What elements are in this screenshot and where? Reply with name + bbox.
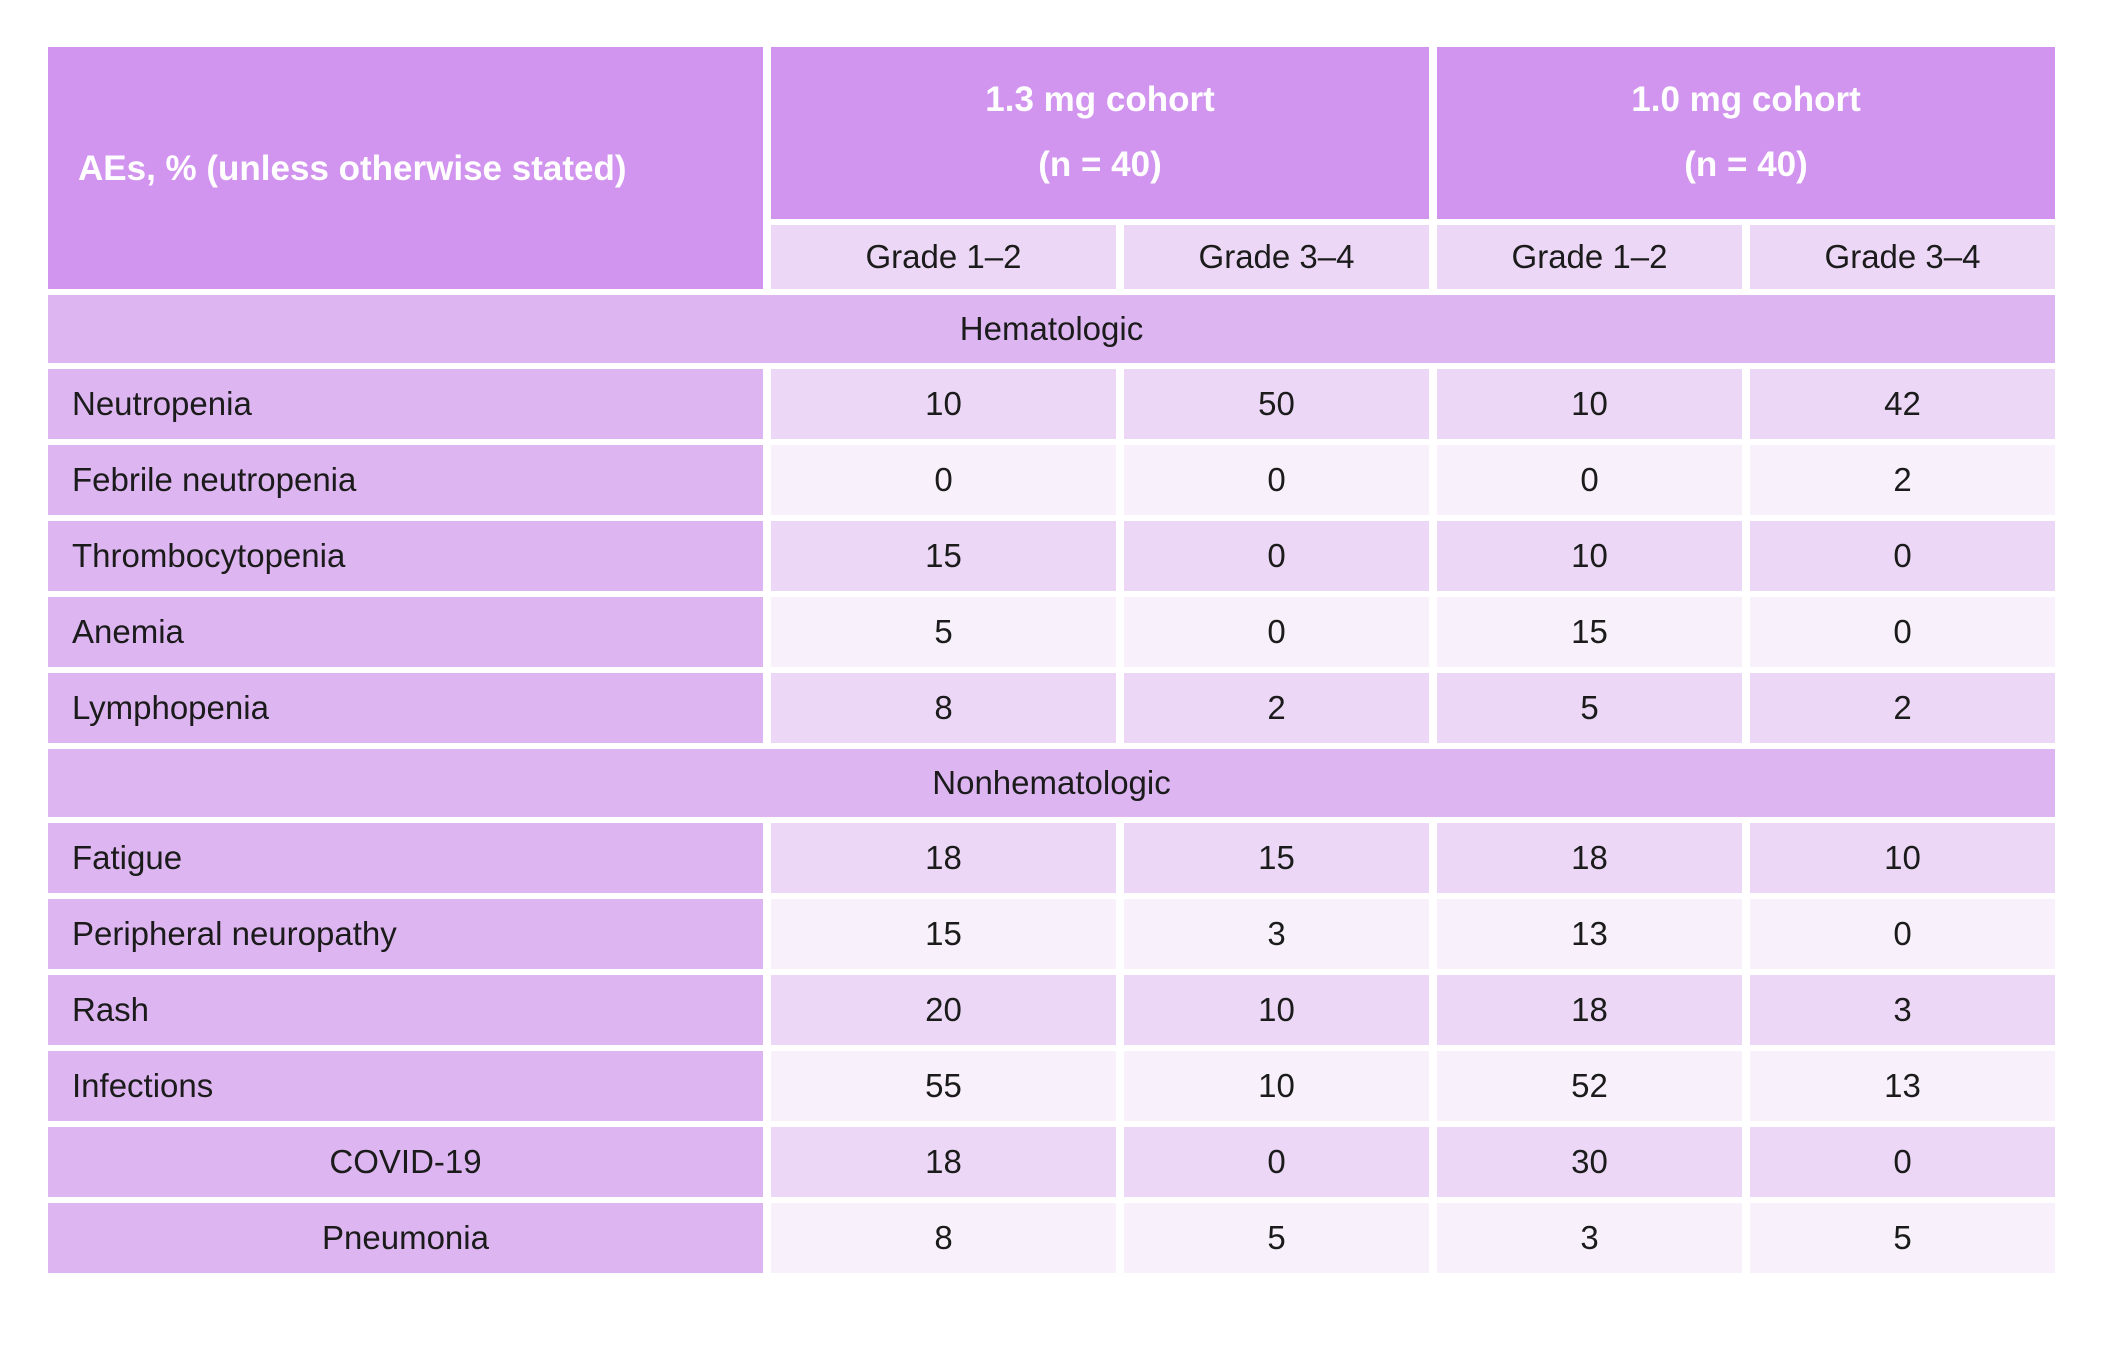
value-cell: 8 bbox=[771, 673, 1116, 743]
value-cell: 0 bbox=[1124, 597, 1430, 667]
cohort-1-3mg-title: 1.3 mg cohort bbox=[985, 80, 1215, 120]
row-label: COVID-19 bbox=[48, 1127, 763, 1197]
table-row: Lymphopenia 8 2 5 2 bbox=[48, 673, 2056, 743]
table-row: Pneumonia 8 5 3 5 bbox=[48, 1203, 2056, 1273]
value-cell: 0 bbox=[1750, 597, 2056, 667]
value-cell: 42 bbox=[1750, 369, 2056, 439]
value-cell: 30 bbox=[1437, 1127, 1743, 1197]
value-cell: 2 bbox=[1750, 673, 2056, 743]
value-cell: 55 bbox=[771, 1051, 1116, 1121]
grade-header-3: Grade 1–2 bbox=[1437, 225, 1743, 289]
value-cell: 15 bbox=[771, 521, 1116, 591]
page: AEs, % (unless otherwise stated) 1.3 mg … bbox=[40, 41, 2063, 1279]
value-cell: 15 bbox=[1437, 597, 1743, 667]
corner-header: AEs, % (unless otherwise stated) bbox=[48, 47, 763, 289]
value-cell: 10 bbox=[771, 369, 1116, 439]
row-label: Fatigue bbox=[48, 823, 763, 893]
row-label: Rash bbox=[48, 975, 763, 1045]
table-row: Peripheral neuropathy 15 3 13 0 bbox=[48, 899, 2056, 969]
value-cell: 15 bbox=[771, 899, 1116, 969]
table-row: Infections 55 10 52 13 bbox=[48, 1051, 2056, 1121]
value-cell: 0 bbox=[771, 445, 1116, 515]
cohort-1-0mg-title: 1.0 mg cohort bbox=[1631, 80, 1861, 120]
section-row: Hematologic bbox=[48, 295, 2056, 363]
value-cell: 5 bbox=[771, 597, 1116, 667]
value-cell: 0 bbox=[1437, 445, 1743, 515]
value-cell: 52 bbox=[1437, 1051, 1743, 1121]
value-cell: 3 bbox=[1750, 975, 2056, 1045]
value-cell: 10 bbox=[1437, 521, 1743, 591]
row-label: Pneumonia bbox=[48, 1203, 763, 1273]
section-title: Hematologic bbox=[48, 295, 2056, 363]
row-label: Neutropenia bbox=[48, 369, 763, 439]
grade-header-row: Grade 1–2 Grade 3–4 Grade 1–2 Grade 3–4 bbox=[48, 225, 2056, 289]
table-row: Fatigue 18 15 18 10 bbox=[48, 823, 2056, 893]
value-cell: 5 bbox=[1124, 1203, 1430, 1273]
value-cell: 18 bbox=[771, 823, 1116, 893]
row-label: Anemia bbox=[48, 597, 763, 667]
value-cell: 0 bbox=[1750, 521, 2056, 591]
value-cell: 0 bbox=[1124, 1127, 1430, 1197]
grade-header-2: Grade 3–4 bbox=[1124, 225, 1430, 289]
row-label: Peripheral neuropathy bbox=[48, 899, 763, 969]
value-cell: 13 bbox=[1750, 1051, 2056, 1121]
value-cell: 8 bbox=[771, 1203, 1116, 1273]
table-row: Thrombocytopenia 15 0 10 0 bbox=[48, 521, 2056, 591]
grade-header-1: Grade 1–2 bbox=[771, 225, 1116, 289]
table-row: Anemia 5 0 15 0 bbox=[48, 597, 2056, 667]
value-cell: 10 bbox=[1437, 369, 1743, 439]
table-body: Hematologic Neutropenia 10 50 10 42 Febrile ne… bbox=[48, 295, 2056, 1273]
value-cell: 10 bbox=[1124, 1051, 1430, 1121]
cohort-1-3mg-n: (n = 40) bbox=[1038, 145, 1162, 184]
value-cell: 0 bbox=[1124, 445, 1430, 515]
row-label: Thrombocytopenia bbox=[48, 521, 763, 591]
value-cell: 5 bbox=[1437, 673, 1743, 743]
value-cell: 13 bbox=[1437, 899, 1743, 969]
row-label: Febrile neutropenia bbox=[48, 445, 763, 515]
grade-header-4: Grade 3–4 bbox=[1750, 225, 2056, 289]
value-cell: 10 bbox=[1124, 975, 1430, 1045]
value-cell: 0 bbox=[1750, 1127, 2056, 1197]
table-head: AEs, % (unless otherwise stated) 1.3 mg … bbox=[48, 47, 2056, 289]
table-row: COVID-19 18 0 30 0 bbox=[48, 1127, 2056, 1197]
cohort-header-1-3mg: 1.3 mg cohort (n = 40) bbox=[771, 47, 1430, 219]
value-cell: 18 bbox=[1437, 823, 1743, 893]
value-cell: 18 bbox=[1437, 975, 1743, 1045]
value-cell: 50 bbox=[1124, 369, 1430, 439]
table-row: Rash 20 10 18 3 bbox=[48, 975, 2056, 1045]
section-row: Nonhematologic bbox=[48, 749, 2056, 817]
value-cell: 0 bbox=[1750, 899, 2056, 969]
value-cell: 18 bbox=[771, 1127, 1116, 1197]
adverse-events-table: AEs, % (unless otherwise stated) 1.3 mg … bbox=[40, 41, 2063, 1279]
value-cell: 0 bbox=[1124, 521, 1430, 591]
value-cell: 3 bbox=[1124, 899, 1430, 969]
section-title: Nonhematologic bbox=[48, 749, 2056, 817]
table-row: Neutropenia 10 50 10 42 bbox=[48, 369, 2056, 439]
cohort-1-0mg-n: (n = 40) bbox=[1684, 145, 1808, 184]
value-cell: 2 bbox=[1124, 673, 1430, 743]
value-cell: 2 bbox=[1750, 445, 2056, 515]
value-cell: 15 bbox=[1124, 823, 1430, 893]
value-cell: 5 bbox=[1750, 1203, 2056, 1273]
cohort-header-1-0mg: 1.0 mg cohort (n = 40) bbox=[1437, 47, 2056, 219]
cohort-header-row: AEs, % (unless otherwise stated) 1.3 mg … bbox=[48, 47, 2056, 289]
value-cell: 20 bbox=[771, 975, 1116, 1045]
row-label: Lymphopenia bbox=[48, 673, 763, 743]
value-cell: 10 bbox=[1750, 823, 2056, 893]
table-row: Febrile neutropenia 0 0 0 2 bbox=[48, 445, 2056, 515]
row-label: Infections bbox=[48, 1051, 763, 1121]
value-cell: 3 bbox=[1437, 1203, 1743, 1273]
